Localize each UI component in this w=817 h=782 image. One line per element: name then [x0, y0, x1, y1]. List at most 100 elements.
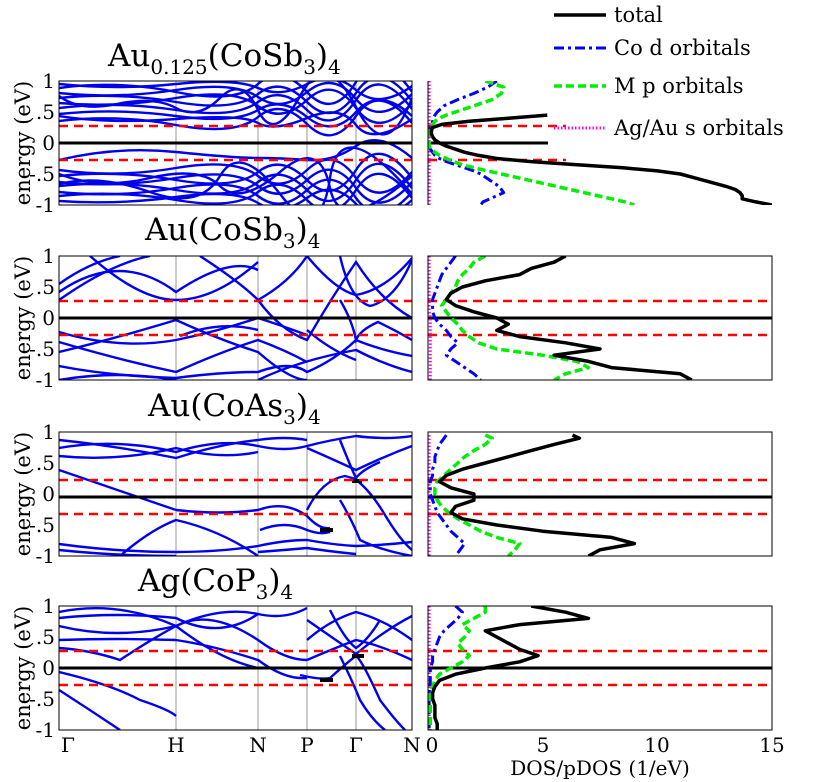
- band-line: [59, 637, 308, 680]
- k-path-labels: Γ H N P Γ N: [61, 733, 421, 757]
- panel-1-title: Au0.125(CoSb3)4: [107, 38, 341, 79]
- band-line: [59, 99, 412, 137]
- legend-label: Co d orbitals: [614, 36, 751, 60]
- legend: total Co d orbitals M p orbitals Ag/Au s…: [554, 3, 784, 140]
- band-line: [306, 444, 412, 472]
- dos-co-d-curve: [428, 81, 506, 205]
- dos-tick-label: 10: [644, 733, 669, 757]
- panel-3-dos: [427, 431, 773, 557]
- ytick-label: 1: [42, 244, 55, 268]
- panel-1-dos: [427, 81, 772, 205]
- band-line: [59, 256, 259, 294]
- dos-tick-labels: 0 5 10 15: [426, 733, 785, 757]
- panel-4-title: Ag(CoP3)4: [137, 563, 293, 604]
- ytick-label: -.5: [29, 687, 55, 711]
- band-line: [59, 538, 412, 554]
- band-line: [119, 499, 412, 556]
- ytick-label: -1: [36, 718, 55, 742]
- band-line: [59, 624, 259, 670]
- panel-4-band-frame: [58, 605, 413, 731]
- band-line: [59, 338, 308, 374]
- band-line: [59, 316, 308, 345]
- dos-total-curve: [437, 433, 637, 556]
- ytick-label: 0: [42, 482, 55, 506]
- dos-m-p-curve: [433, 433, 522, 556]
- band-line: [59, 172, 412, 205]
- ytick-label: 1: [42, 69, 55, 93]
- band-line: [59, 81, 412, 114]
- panel-2-ylabel: energy (eV): [11, 256, 35, 380]
- band-line: [338, 299, 412, 345]
- band-line: [338, 655, 386, 730]
- panel-3-title: Au(CoAs3)4: [147, 388, 321, 429]
- dos-tick-label: 5: [537, 733, 550, 757]
- band-line: [89, 256, 259, 302]
- panel-3-ylabel: energy (eV): [11, 432, 35, 556]
- ytick-label: .5: [36, 625, 55, 649]
- xtick-label: N: [249, 733, 267, 757]
- dos-xlabel: DOS/pDOS (1/eV): [510, 756, 690, 780]
- band-line: [59, 434, 412, 454]
- panel-2-yticks: 1 .5 0 -.5 -1: [29, 244, 55, 392]
- band-line: [59, 157, 412, 205]
- band-line: [59, 318, 308, 380]
- ytick-label: -.5: [29, 513, 55, 537]
- ytick-label: 0: [42, 306, 55, 330]
- ytick-label: .5: [36, 275, 55, 299]
- band-line: [59, 468, 331, 530]
- band-line: [59, 688, 121, 730]
- panel-1-ylabel: energy (eV): [11, 81, 35, 205]
- band-line: [59, 158, 412, 194]
- ytick-label: -.5: [29, 162, 55, 186]
- xtick-label: N: [403, 733, 421, 757]
- band-line: [59, 111, 412, 136]
- band-line: [59, 338, 412, 380]
- panel-3-dos-curves: [428, 433, 637, 556]
- panel-1-band-frame: [58, 80, 413, 206]
- band-line: [59, 146, 412, 205]
- legend-label: Ag/Au s orbitals: [613, 116, 784, 140]
- dos-co-d-curve: [428, 606, 464, 730]
- xtick-label: H: [167, 733, 184, 757]
- panel-4-ylabel: energy (eV): [11, 606, 35, 730]
- band-line: [179, 325, 357, 362]
- xtick-label: Γ: [349, 733, 363, 757]
- dos-m-p-curve: [440, 256, 591, 380]
- dos-total-curve: [444, 256, 693, 380]
- xtick-label: P: [300, 733, 313, 757]
- band-line: [59, 81, 412, 106]
- dos-total-curve: [429, 113, 772, 205]
- ytick-label: 1: [42, 594, 55, 618]
- band-line: [59, 81, 412, 136]
- ytick-label: .5: [36, 451, 55, 475]
- panel-3-band-frame: [58, 431, 413, 557]
- band-line: [338, 256, 412, 308]
- panel-4-dos-curves: [428, 606, 591, 730]
- band-line: [59, 606, 308, 628]
- band-line: [338, 439, 381, 481]
- ytick-label: -1: [36, 193, 55, 217]
- legend-label: M p orbitals: [614, 74, 744, 98]
- dos-co-d-curve: [431, 256, 482, 380]
- dos-total-curve: [430, 606, 591, 730]
- band-line: [59, 98, 412, 128]
- panel-4-bands: [58, 605, 413, 731]
- band-line: [59, 670, 177, 717]
- band-line: [59, 436, 308, 460]
- panel-2-dos-curves: [428, 256, 693, 380]
- band-line: [306, 610, 412, 641]
- ytick-label: 0: [42, 131, 55, 155]
- ytick-label: 0: [42, 656, 55, 680]
- dos-m-p-curve: [428, 606, 488, 730]
- panel-2-dos-frame: [427, 255, 773, 381]
- legend-label: total: [614, 3, 663, 27]
- panel-3-yticks: 1 .5 0 -.5 -1: [29, 420, 55, 568]
- panel-4-dos-frame: [427, 605, 773, 731]
- band-line: [59, 152, 412, 193]
- band-line: [306, 614, 412, 656]
- panel-3-dos-frame: [427, 431, 773, 557]
- band-line: [59, 81, 412, 115]
- dos-tick-label: 15: [759, 733, 784, 757]
- band-line: [59, 168, 412, 204]
